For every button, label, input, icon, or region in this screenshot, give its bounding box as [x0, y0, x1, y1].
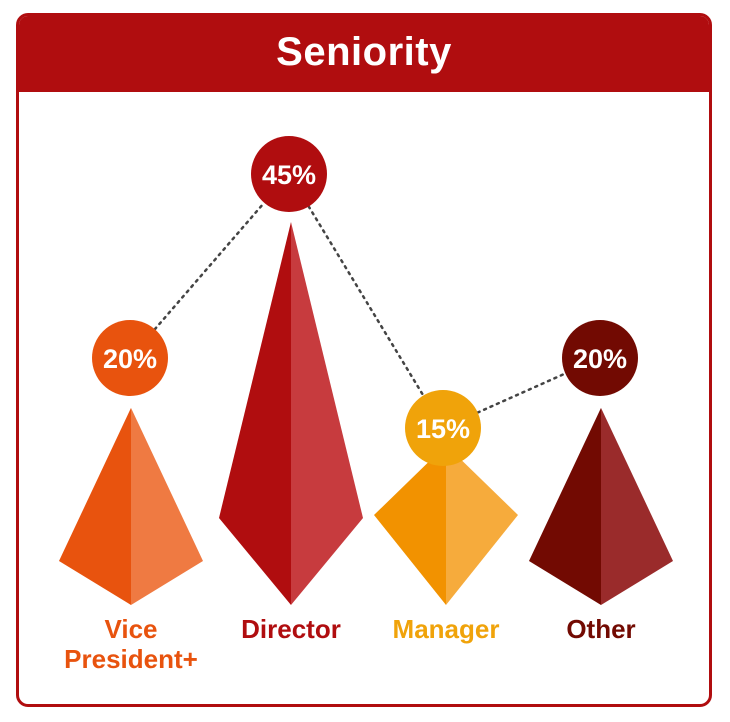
- value-bubble: [405, 390, 481, 466]
- value-bubble: [562, 320, 638, 396]
- category-label: Manager: [393, 614, 500, 644]
- pyramid-marks: [59, 222, 673, 605]
- value-label: 20%: [103, 344, 157, 374]
- pyramid-right-face: [601, 407, 673, 605]
- category-labels: Vice President+ Director Manager Other: [64, 614, 636, 674]
- value-bubble: [92, 320, 168, 396]
- pyramid-right-face: [446, 445, 518, 605]
- connector-line: [476, 372, 567, 414]
- pyramid-left-face: [529, 407, 601, 605]
- value-label: 20%: [573, 344, 627, 374]
- pyramid-left-face: [374, 445, 446, 605]
- connector-line: [307, 205, 425, 397]
- connector-lines: [153, 201, 567, 414]
- chart-title: Seniority: [276, 29, 452, 74]
- value-label: 15%: [416, 414, 470, 444]
- category-label: Vice President+: [64, 614, 198, 674]
- value-label: 45%: [262, 160, 316, 190]
- category-label: Director: [241, 614, 341, 644]
- pyramid-left-face: [219, 222, 291, 605]
- pyramid-right-face: [131, 407, 203, 605]
- pyramid-right-face: [291, 222, 363, 605]
- card-header: Seniority: [19, 16, 709, 92]
- value-bubbles: 20% 45% 15% 20%: [92, 136, 638, 466]
- value-bubble: [251, 136, 327, 212]
- connector-line: [153, 201, 266, 331]
- category-label: Other: [566, 614, 635, 644]
- pyramid-left-face: [59, 407, 131, 605]
